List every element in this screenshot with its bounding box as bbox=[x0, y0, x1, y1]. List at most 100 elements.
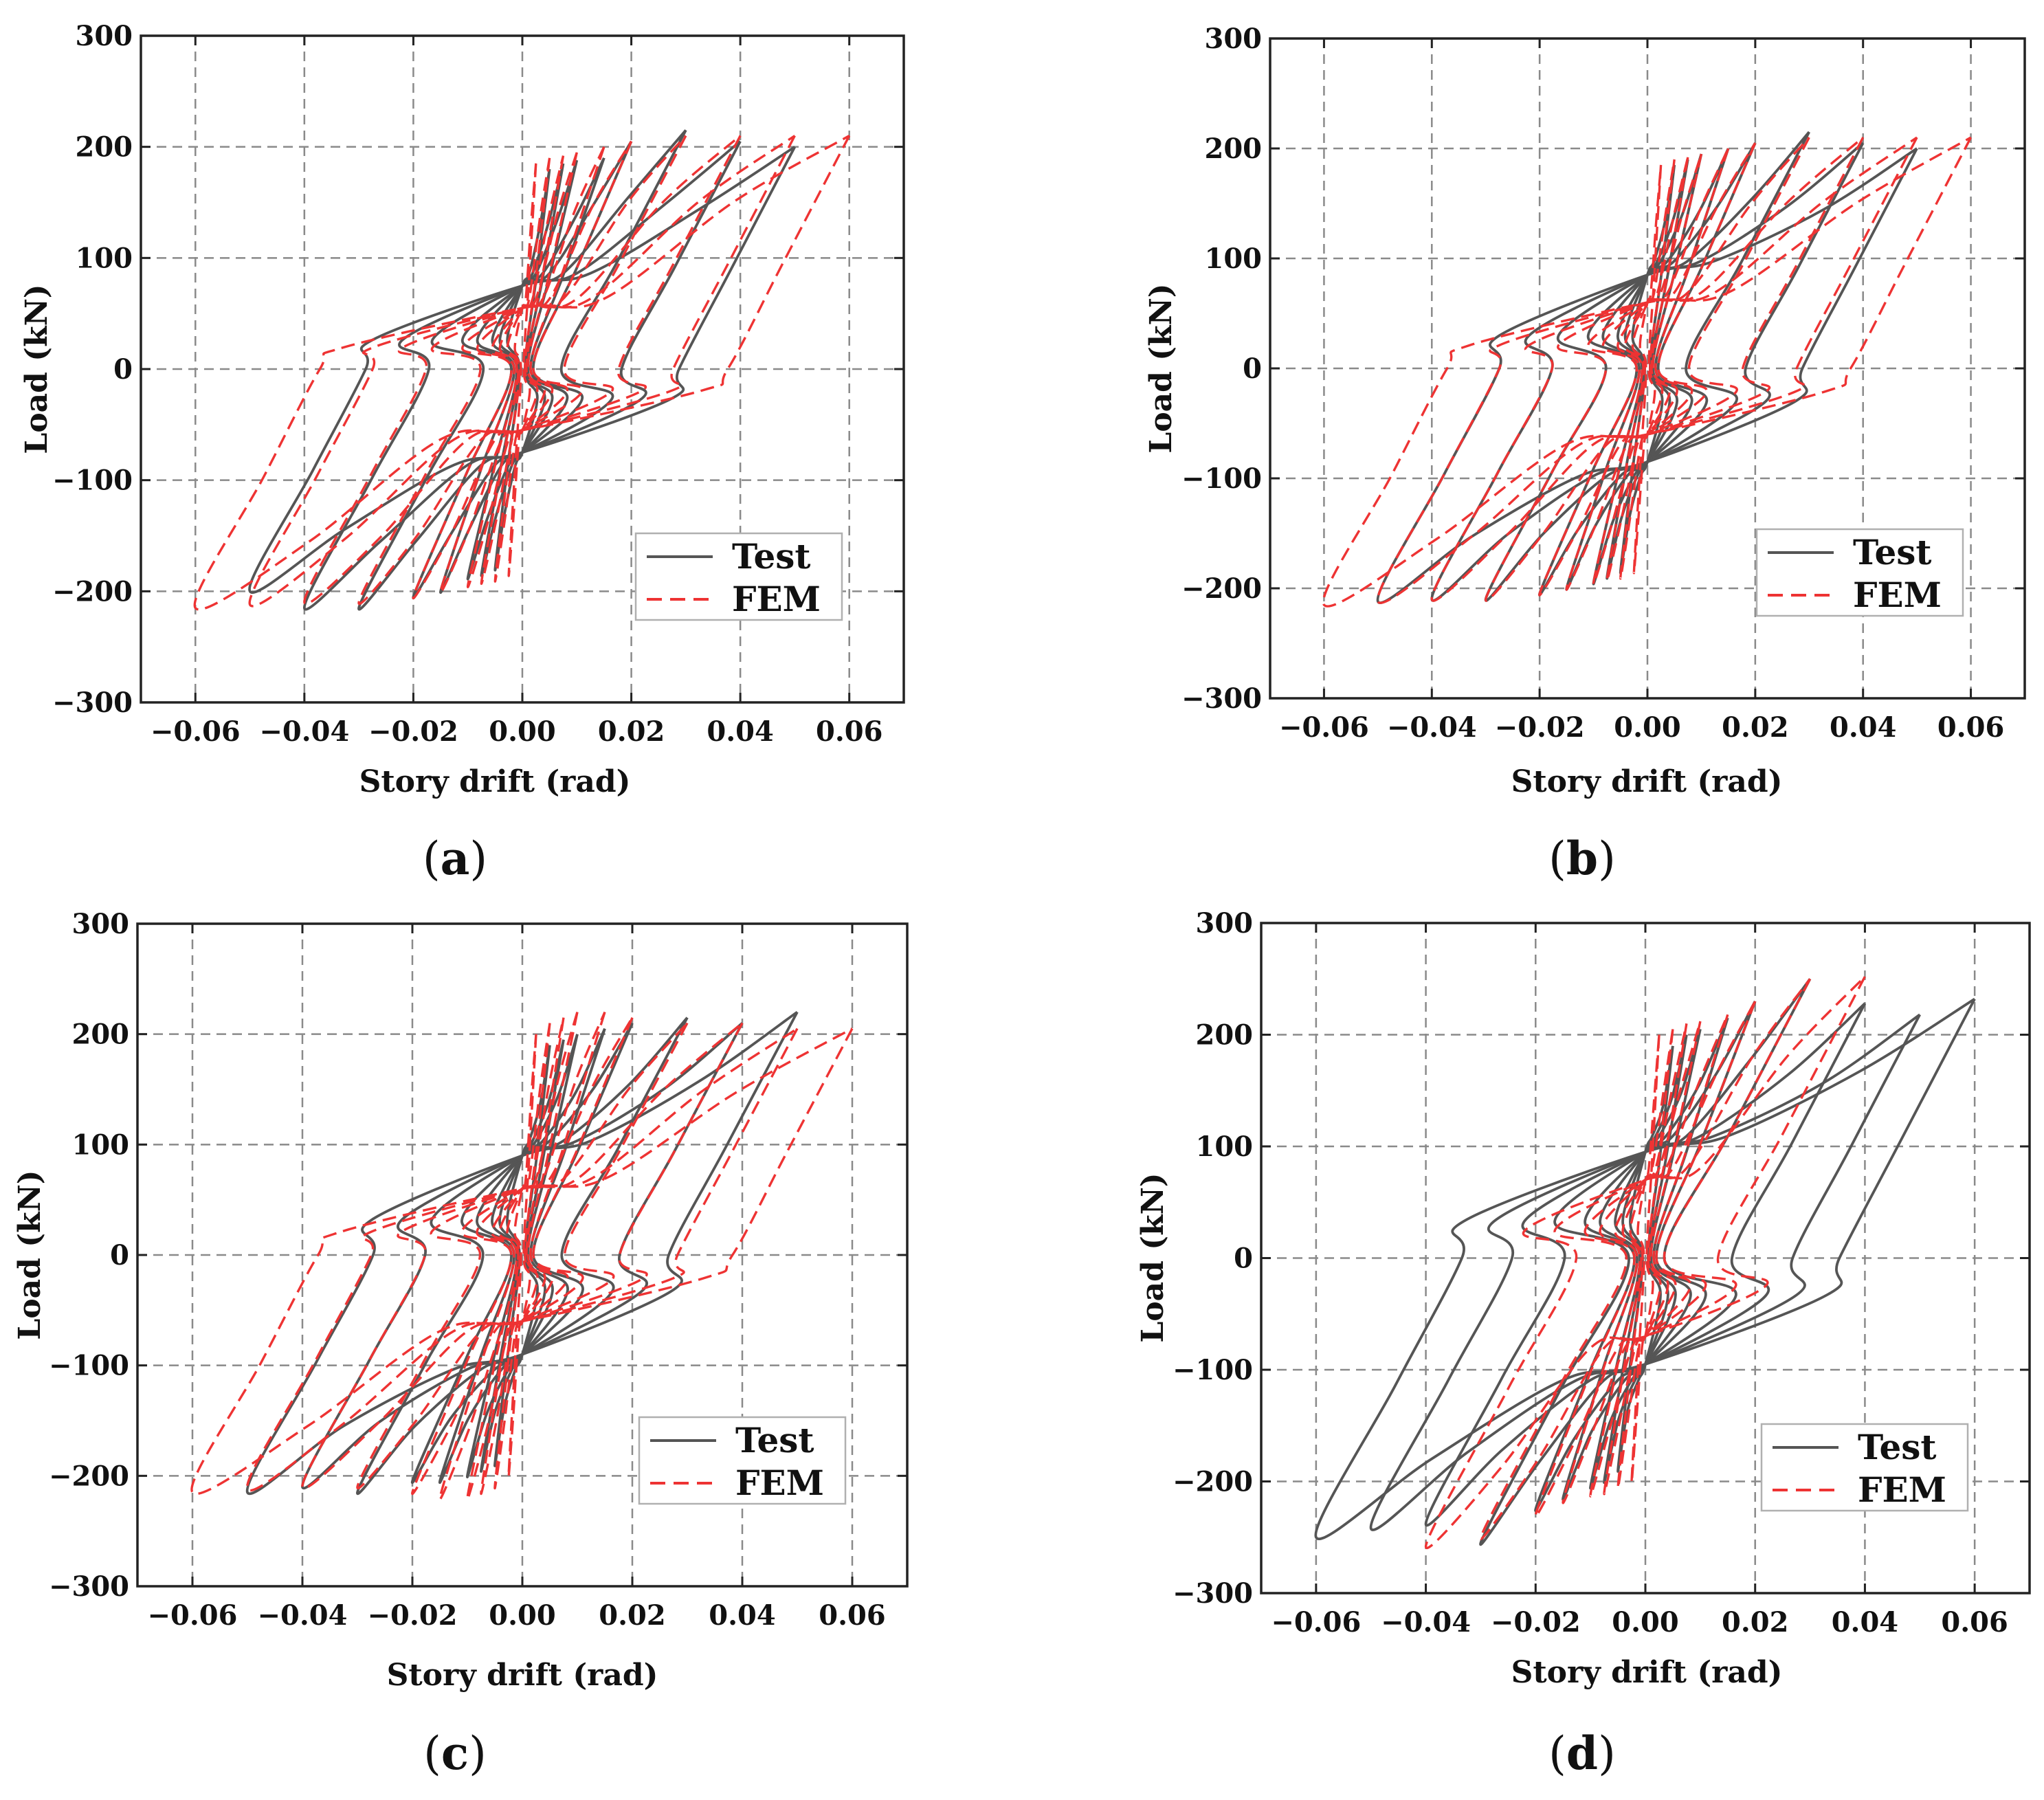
x-tick-label: 0.00 bbox=[489, 1599, 555, 1632]
x-tick-label: 0.02 bbox=[598, 715, 665, 748]
plot-area bbox=[1322, 131, 1973, 608]
x-axis-title: Story drift (rad) bbox=[1511, 764, 1783, 799]
x-tick-label: 0.00 bbox=[1614, 711, 1680, 744]
legend-label-fem: FEM bbox=[732, 579, 821, 619]
legend-box bbox=[1755, 528, 1964, 617]
x-tick-label: 0.04 bbox=[1830, 711, 1896, 744]
y-tick-label: −200 bbox=[1181, 573, 1262, 605]
y-tick-label: 300 bbox=[1205, 23, 1263, 55]
x-tick-label: 0.00 bbox=[489, 715, 555, 748]
series-fem bbox=[190, 1011, 854, 1501]
panel-d: Load (kN) Story drift (rad) (d) −0.06 −0.… bbox=[1135, 907, 2031, 1780]
legend-label-test: Test bbox=[1858, 1427, 1937, 1467]
hysteresis-loop-test bbox=[248, 146, 797, 595]
legend-label-test: Test bbox=[1853, 532, 1932, 573]
panel-letter: c bbox=[441, 1726, 469, 1780]
y-tick-label: −100 bbox=[52, 465, 133, 497]
y-tick-label: −100 bbox=[1181, 463, 1262, 495]
hysteresis-loop-fem bbox=[1322, 136, 1973, 608]
legend-label-fem: FEM bbox=[1853, 575, 1942, 615]
axes: −0.06 −0.04 −0.02 0.00 0.02 0.04 0.06 300 200 100… bbox=[1173, 907, 2030, 1638]
plot-area bbox=[190, 1010, 854, 1501]
y-axis-title: Load (kN) bbox=[1135, 1173, 1170, 1342]
y-tick-label: 0 bbox=[1234, 1243, 1253, 1275]
panel-a: Load (kN) Story drift (rad) (a) −0.06 −0.… bbox=[19, 20, 905, 885]
y-tick-label: 200 bbox=[1196, 1019, 1254, 1052]
y-tick-label: −300 bbox=[1173, 1577, 1253, 1610]
legend-label-test: Test bbox=[735, 1420, 814, 1460]
legend-label-test: Test bbox=[732, 536, 811, 577]
y-tick-label: 200 bbox=[1205, 133, 1263, 165]
panel-label: (b) bbox=[1548, 832, 1616, 885]
hysteresis-loop-fem bbox=[1479, 978, 1812, 1540]
x-tick-label: −0.06 bbox=[151, 715, 241, 748]
y-tick-label: 300 bbox=[72, 908, 130, 940]
x-tick-label: −0.06 bbox=[1271, 1606, 1361, 1638]
y-tick-label: 200 bbox=[72, 1019, 130, 1051]
panel-c: Load (kN) Story drift (rad) (c) −0.06 −0.… bbox=[12, 908, 909, 1780]
x-tick-label: 0.02 bbox=[1722, 711, 1788, 744]
hysteresis-loop-fem bbox=[190, 1027, 854, 1496]
x-tick-label: 0.02 bbox=[1722, 1606, 1788, 1638]
y-axis-title: Load (kN) bbox=[1144, 283, 1179, 453]
y-tick-label: 0 bbox=[110, 1239, 129, 1271]
x-tick-label: 0.06 bbox=[1941, 1606, 2008, 1638]
hysteresis-loop-fem bbox=[412, 140, 633, 600]
x-axis-title: Story drift (rad) bbox=[359, 764, 631, 799]
legend-box bbox=[638, 1416, 847, 1505]
x-tick-label: −0.04 bbox=[258, 1599, 348, 1632]
hysteresis-loop-fem bbox=[303, 135, 742, 605]
hysteresis-loop-fem bbox=[1376, 136, 1918, 604]
y-tick-label: 0 bbox=[113, 353, 133, 386]
x-tick-label: −0.02 bbox=[368, 715, 458, 748]
y-tick-label: 100 bbox=[76, 242, 133, 274]
x-tick-label: 0.04 bbox=[709, 1599, 775, 1632]
y-tick-label: −300 bbox=[49, 1570, 129, 1603]
hysteresis-loop-fem bbox=[480, 155, 565, 586]
panel-label: (d) bbox=[1548, 1726, 1616, 1780]
hysteresis-loop-fem bbox=[1630, 1034, 1660, 1485]
hysteresis-loop-fem bbox=[193, 135, 851, 611]
panel-letter: a bbox=[441, 832, 470, 885]
x-tick-label: −0.02 bbox=[1495, 711, 1585, 744]
hysteresis-loop-fem bbox=[1534, 1000, 1757, 1518]
y-tick-label: 100 bbox=[1196, 1131, 1254, 1163]
legend-label-fem: FEM bbox=[735, 1463, 824, 1503]
y-tick-label: −200 bbox=[49, 1460, 129, 1492]
hysteresis-loop-fem bbox=[411, 1016, 634, 1496]
x-tick-label: −0.04 bbox=[1387, 711, 1477, 744]
x-tick-label: 0.06 bbox=[816, 715, 882, 748]
x-tick-label: 0.06 bbox=[1937, 711, 2004, 744]
axes: −0.06 −0.04 −0.02 0.00 0.02 0.04 0.06 300 200 100… bbox=[49, 908, 907, 1632]
x-tick-label: 0.04 bbox=[1832, 1606, 1898, 1638]
hysteresis-loop-fem bbox=[1424, 975, 1866, 1549]
x-axis-title: Story drift (rad) bbox=[387, 1658, 658, 1693]
legend-box bbox=[634, 532, 843, 621]
y-tick-label: 300 bbox=[1196, 907, 1254, 940]
x-axis-title: Story drift (rad) bbox=[1511, 1655, 1783, 1690]
series-fem bbox=[193, 135, 851, 611]
y-tick-label: −100 bbox=[49, 1350, 129, 1382]
y-axis-title: Load (kN) bbox=[12, 1170, 47, 1340]
y-tick-label: 100 bbox=[1205, 243, 1263, 275]
panel-b: Load (kN) Story drift (rad) (b) −0.06 −0.… bbox=[1144, 23, 2026, 885]
x-tick-label: 0.04 bbox=[707, 715, 773, 748]
y-tick-label: 200 bbox=[76, 131, 133, 164]
plot-area bbox=[193, 129, 851, 611]
x-tick-label: 0.06 bbox=[819, 1599, 885, 1632]
x-tick-label: −0.06 bbox=[148, 1599, 238, 1632]
y-tick-label: −100 bbox=[1173, 1354, 1253, 1386]
panel-letter: b bbox=[1566, 832, 1598, 885]
y-tick-label: −300 bbox=[52, 687, 133, 719]
y-tick-label: −300 bbox=[1181, 682, 1262, 715]
series-fem bbox=[1424, 975, 1866, 1549]
series-fem bbox=[1322, 136, 1973, 608]
x-tick-label: −0.04 bbox=[1381, 1606, 1471, 1638]
panel-label: (c) bbox=[423, 1726, 487, 1780]
plot-area bbox=[1314, 975, 1976, 1549]
x-tick-label: 0.00 bbox=[1612, 1606, 1678, 1638]
